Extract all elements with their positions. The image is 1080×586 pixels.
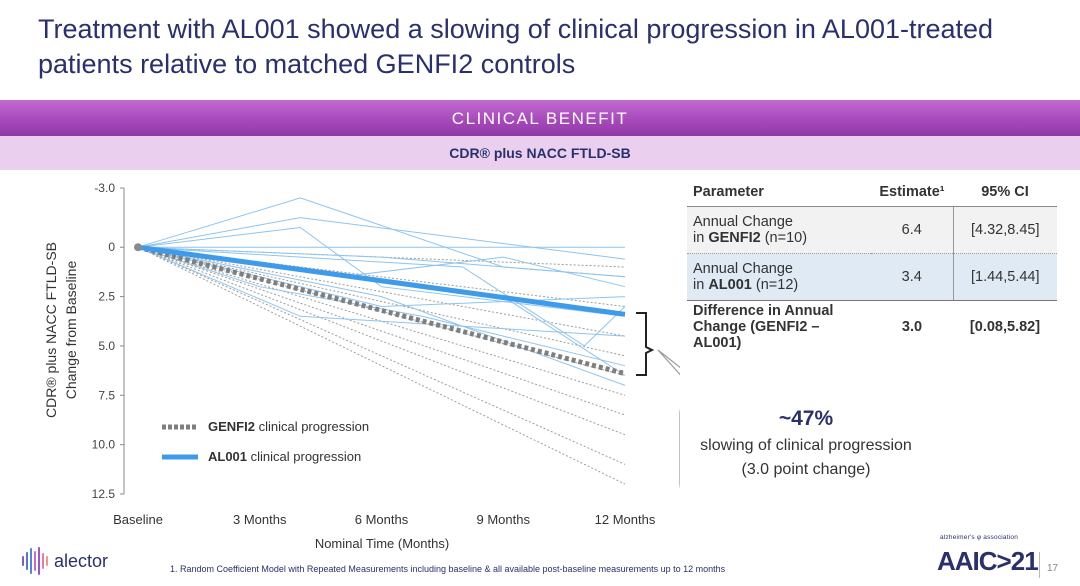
row-label-post: (n=10)	[760, 230, 808, 246]
x-tick-label: Baseline	[113, 512, 163, 527]
y-tick-label: 10.0	[92, 438, 116, 452]
genfi2-individual-line	[137, 246, 626, 416]
header-parameter: Parameter	[687, 178, 871, 207]
callout: ~47% slowing of clinical progression (3.…	[668, 404, 944, 482]
callout-line1: slowing of clinical progression	[700, 437, 912, 454]
alector-logo: alector	[22, 547, 108, 575]
conference-logo: AAIC>21	[937, 546, 1039, 576]
al001-individual-line	[137, 246, 626, 278]
row-estimate: 3.0	[901, 319, 923, 335]
x-axis-title: Nominal Time (Months)	[315, 536, 449, 551]
subsection-banner: CDR® plus NACC FTLD-SB	[0, 136, 1080, 170]
y-axis-title: Change from Baseline	[63, 261, 79, 400]
progression-chart: -3.0 0 2.5 5.0 7.5 10.0 12.5 Baseline 3 Months 6 …	[43, 181, 680, 551]
baseline-point	[134, 243, 142, 252]
y-tick-label: 2.5	[98, 290, 115, 304]
genfi2-individual-line	[137, 246, 626, 436]
genfi2-individual-line	[137, 246, 626, 357]
header-ci: 95% CI	[953, 178, 1057, 207]
row-label-pre: in	[693, 230, 709, 246]
row-label-line1: Annual Change	[693, 261, 793, 277]
al001-individual-line	[137, 246, 626, 308]
page-title: Treatment with AL001 showed a slowing of…	[38, 14, 994, 79]
table-header-row: Parameter Estimate¹ 95% CI	[687, 178, 1057, 207]
footnote: 1. Random Coefficient Model with Repeate…	[170, 564, 726, 574]
row-ci: [4.32,8.45]	[952, 206, 1057, 254]
alector-logo-text: alector	[54, 550, 109, 571]
row-ci: [1.44,5.44]	[952, 253, 1057, 301]
callout-line2: (3.0 point change)	[741, 461, 871, 478]
alector-logo-icon	[22, 547, 48, 575]
row-label: Difference in Annual Change (GENFI2 – AL…	[687, 301, 871, 354]
row-label-post: (n=12)	[751, 277, 799, 293]
row-label-bold: GENFI2	[708, 230, 761, 246]
row-label-line1: Annual Change	[693, 214, 793, 230]
difference-bracket	[636, 312, 655, 376]
estimates-table: Parameter Estimate¹ 95% CI Annual Change…	[687, 178, 1057, 353]
al001-individual-line	[137, 217, 626, 260]
x-tick-label: 3 Months	[233, 512, 287, 527]
table-row: Difference in Annual Change (GENFI2 – AL…	[687, 301, 1057, 354]
genfi2-individual-line	[137, 246, 626, 465]
section-banner: CLINICAL BENEFIT	[0, 100, 1080, 136]
y-axis-title: CDR® plus NACC FTLD-SB	[43, 242, 59, 418]
genfi2-mean-line	[137, 244, 626, 377]
row-label: Annual Change in GENFI2 (n=10)	[687, 206, 871, 254]
x-tick-label: 9 Months	[477, 512, 531, 527]
al001-individual-line	[137, 226, 626, 317]
row-label: Annual Change in AL001 (n=12)	[687, 253, 871, 301]
y-tick-label: 7.5	[98, 388, 115, 402]
al001-individual-line	[137, 246, 626, 347]
row-label-line2: Change (GENFI2 – AL001)	[693, 319, 820, 351]
table-row: Annual Change in GENFI2 (n=10) 6.4 [4.32…	[687, 206, 1057, 254]
subsection-banner-label: CDR® plus NACC FTLD-SB	[449, 145, 631, 161]
al001-individual-line	[137, 246, 626, 386]
row-label-line1: Difference in Annual	[693, 303, 834, 319]
row-estimate: 3.4	[871, 253, 953, 301]
page-divider	[1039, 552, 1040, 578]
genfi2-individual-line	[137, 246, 626, 337]
section-banner-label: CLINICAL BENEFIT	[451, 109, 629, 128]
legend-al001-label: AL001 clinical progression	[208, 449, 361, 464]
header-estimate: Estimate¹	[871, 178, 953, 207]
row-estimate: 6.4	[871, 206, 953, 254]
row-label-bold: AL001	[708, 277, 752, 293]
x-tick-label: 6 Months	[355, 512, 409, 527]
callout-percentage: ~47%	[778, 407, 834, 430]
row-label-pre: in	[693, 277, 709, 293]
x-tick-label: 12 Months	[595, 512, 656, 527]
row-ci: [0.08,5.82]	[969, 319, 1041, 335]
conference-org: alzheimer's φ association	[940, 534, 1019, 541]
page-number: 17	[1047, 563, 1059, 574]
y-tick-label: 12.5	[92, 487, 116, 501]
y-tick-label: 0	[108, 240, 115, 254]
y-tick-label: 5.0	[98, 339, 115, 353]
al001-individual-line	[137, 246, 626, 337]
y-tick-label: -3.0	[94, 181, 115, 195]
table-row: Annual Change in AL001 (n=12) 3.4 [1.44,…	[687, 253, 1057, 301]
legend-genfi2-label: GENFI2 clinical progression	[208, 419, 369, 434]
genfi2-individual-line	[137, 246, 626, 396]
al001-mean-line	[137, 244, 626, 317]
